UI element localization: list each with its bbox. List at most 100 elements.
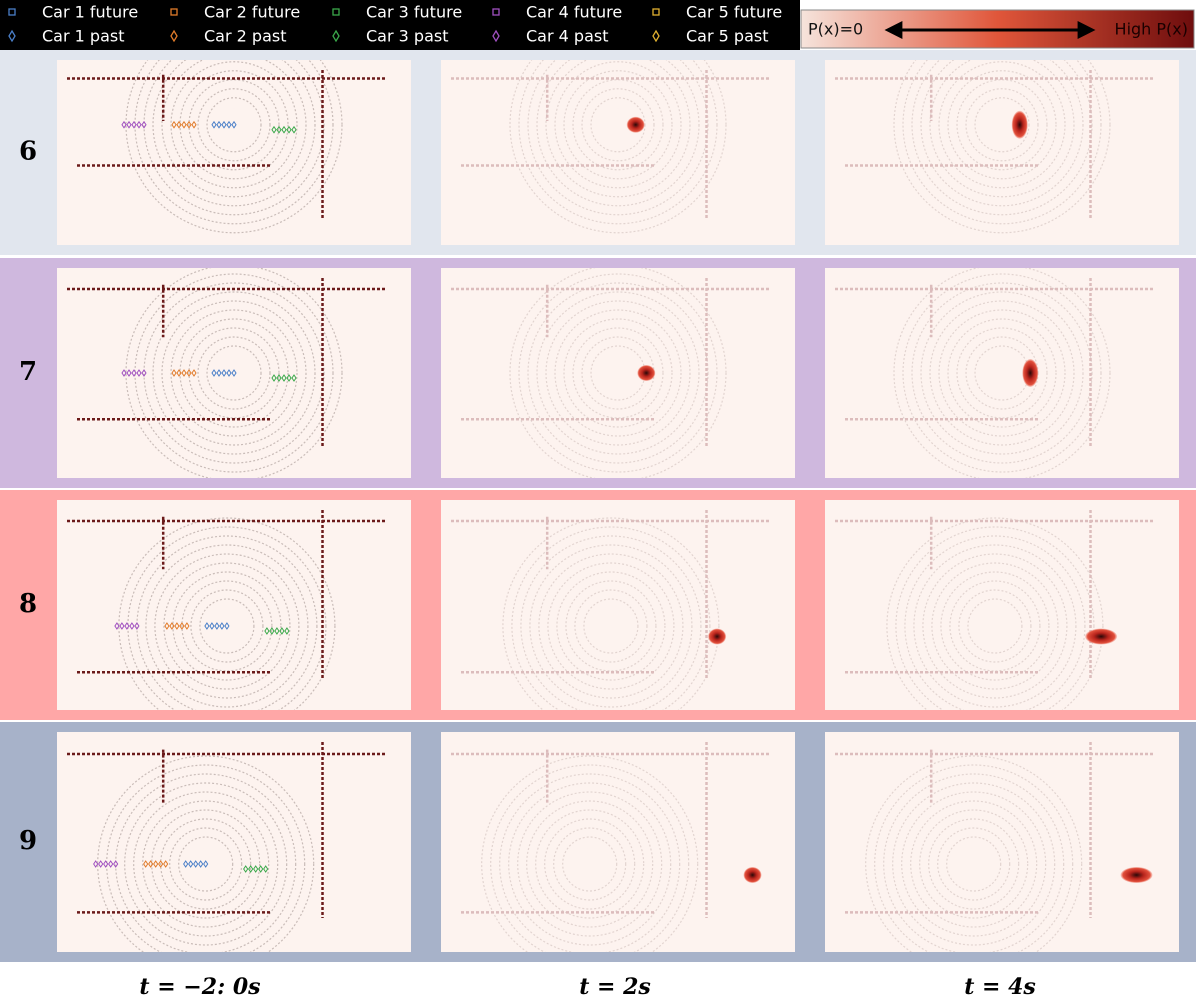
lidar-scan [451,268,770,478]
trajectory-marker [276,125,282,134]
probability-blob [1120,867,1153,883]
legend-future-marker [332,8,340,16]
scan-ring [161,300,307,446]
structure [451,742,770,918]
legend-past-label: Car 4 past [526,27,608,46]
scan-ring [178,836,234,892]
panel [441,500,795,710]
trajectory-marker [126,120,132,129]
trajectory-marker [291,374,297,382]
scan-ring [892,782,1056,946]
scan-ring [956,327,1048,419]
scan-ring [134,60,334,225]
scan-ring [920,291,1084,455]
legend-future-label: Car 1 future [42,3,138,22]
trajectory-marker [134,622,140,630]
lidar-scan [451,60,770,234]
scan-ring [134,273,334,473]
trajectory-marker [108,860,114,868]
scan-ring [554,309,682,437]
lidar-scan [835,268,1154,478]
trajectory-marker [169,622,175,630]
scan-ring [886,517,1104,710]
scan-ring [170,61,298,189]
trajectory-marker [274,627,280,635]
trajectory-marker [129,622,135,630]
lidar-panel [57,732,411,952]
scan-ring [197,336,271,410]
scan-ring [179,70,289,180]
lidar-scan [451,510,770,710]
scan-ring [931,562,1059,690]
structure [67,742,386,918]
structure [835,70,1154,218]
scan-ring [949,580,1041,672]
scan-ring [206,97,262,153]
trajectory-marker [181,369,187,377]
trajectory-marker [264,627,270,635]
trajectory-marker [211,120,217,129]
structure [67,70,386,218]
scan-ring [536,60,700,207]
scan-ring [920,60,1084,207]
scan-ring [115,773,297,952]
row-label: 9 [19,826,37,856]
legend-future-label: Car 5 future [686,3,782,22]
trajectory-marker [121,120,127,129]
column-label: t = 4s [964,974,1036,1000]
structure [835,510,1154,678]
legend-past-marker [8,29,16,43]
scan-ring [895,526,1095,710]
trajectory-marker [188,860,194,868]
scan-ring [518,273,718,473]
structure [451,510,770,678]
trajectory-marker [121,369,127,377]
trajectory-marker [126,369,132,377]
panel [441,268,795,478]
ego-hole [218,108,250,141]
scan-ring [154,553,300,699]
lidar-scan [67,268,386,478]
scan-ring [938,309,1066,437]
trajectory-marker [224,622,230,630]
scan-ring [125,268,343,478]
scan-ring [163,562,291,690]
trajectory-marker [271,374,277,382]
scan-ring [893,268,1111,478]
trajectory-marker [131,369,137,377]
trajectory-marker [103,860,109,868]
scan-ring [169,827,243,901]
scan-ring [499,773,681,952]
lidar-scan [835,742,1154,952]
trajectory-marker [286,125,292,134]
trajectory-marker [231,369,237,377]
scan-ring [554,61,682,189]
trajectory-marker [141,369,147,377]
scan-ring [929,60,1075,198]
probability-blob [1085,628,1118,645]
ego-hole [986,357,1018,389]
panel [441,60,795,245]
legend-future-label: Car 4 future [526,3,622,22]
scan-ring [188,79,280,171]
trajectory-marker [211,369,217,377]
scan-ring [490,764,690,952]
scan-ring [520,535,702,710]
trajectory-marker [93,860,99,868]
panel [825,732,1179,952]
trajectory-marker [143,860,149,868]
trajectory-marker [148,860,154,868]
scan-ring [544,818,636,910]
trajectory-marker [226,369,232,377]
scan-ring [179,318,289,428]
ego-hole [189,848,222,880]
scan-ring [865,755,1083,952]
trajectory-marker [216,369,222,377]
trajectory-marker [221,120,227,129]
trajectory-marker [113,860,119,868]
scan-ring [545,60,691,198]
colorbar-high-label: High P(x) [1115,20,1188,39]
trajectory-marker [258,865,264,873]
probability-blob [1022,359,1039,387]
scan-ring [97,755,315,952]
